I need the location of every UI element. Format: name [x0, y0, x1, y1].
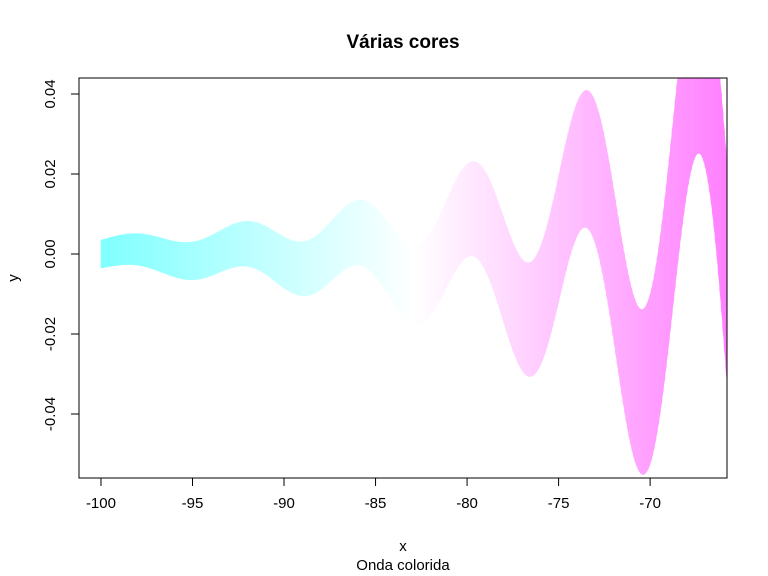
- x-tick-label: -80: [456, 495, 478, 512]
- y-tick-label: 0.00: [42, 239, 59, 268]
- chart-title: Várias cores: [346, 32, 459, 53]
- y-tick-label: -0.02: [42, 317, 59, 351]
- y-tick-label: -0.04: [42, 397, 59, 431]
- y-tick-label: 0.04: [42, 79, 59, 108]
- y-axis-label: y: [5, 274, 22, 282]
- x-tick-label: -90: [273, 495, 295, 512]
- x-tick-label: -70: [639, 495, 661, 512]
- x-tick-label: -95: [182, 495, 204, 512]
- y-tick-label: 0.02: [42, 159, 59, 188]
- y-axis: -0.04 -0.02 0.00 0.02 0.04: [42, 79, 80, 431]
- chart-subtitle: Onda colorida: [356, 557, 450, 574]
- x-axis-label: x: [399, 538, 407, 555]
- x-tick-label: -85: [365, 495, 387, 512]
- x-tick-label: -75: [548, 495, 570, 512]
- wave-band-layer: [100, 78, 727, 475]
- x-tick-label: -100: [86, 495, 116, 512]
- x-axis: -100 -95 -90 -85 -80 -75 -70: [86, 477, 661, 512]
